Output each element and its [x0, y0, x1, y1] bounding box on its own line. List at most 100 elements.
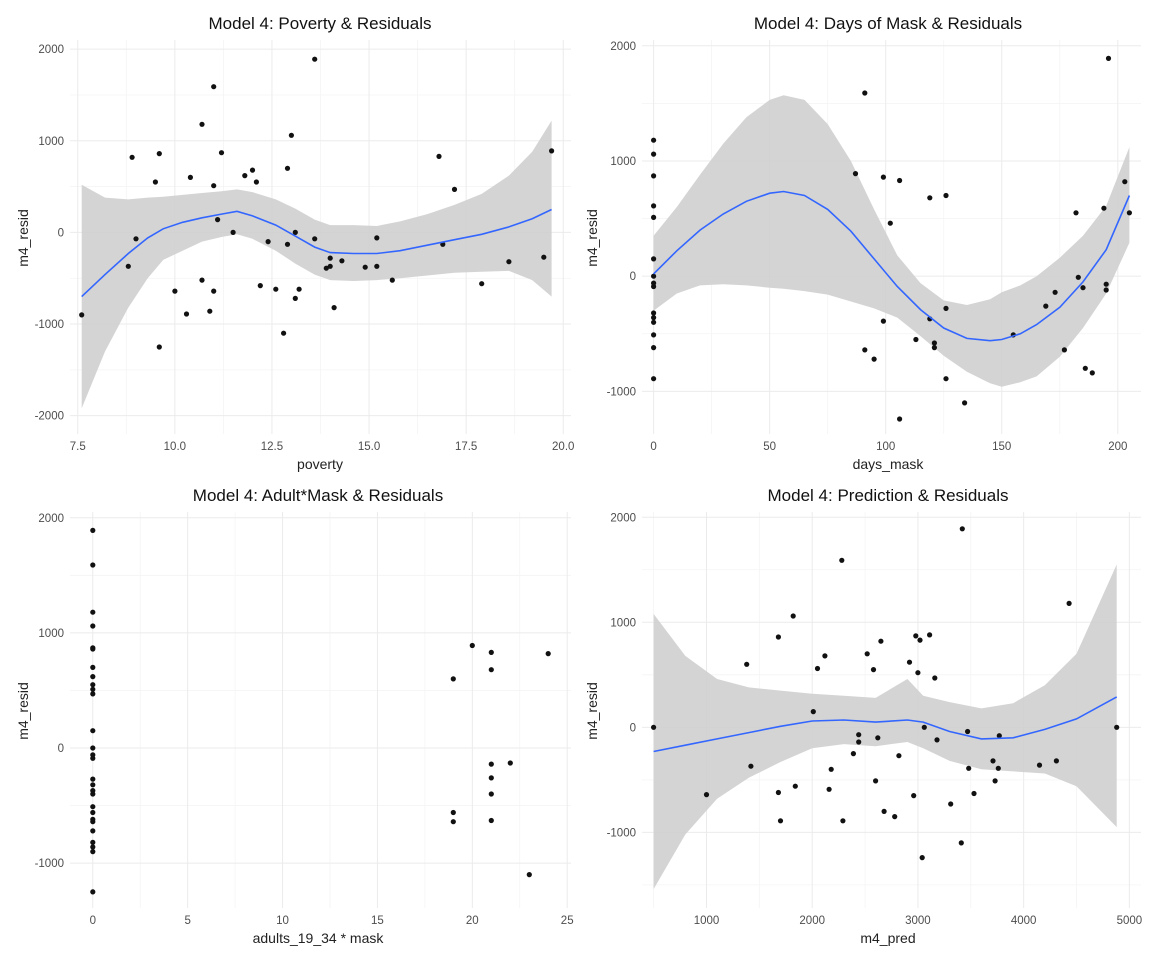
data-point	[90, 562, 96, 568]
data-point	[284, 165, 291, 171]
data-point	[917, 637, 923, 643]
data-point	[90, 809, 96, 816]
data-point	[875, 735, 881, 741]
y-tick-label: -2000	[35, 411, 64, 423]
data-point	[90, 527, 96, 534]
x-tick-label: 15.0	[358, 441, 380, 453]
data-point	[249, 167, 256, 173]
data-point	[292, 295, 298, 301]
data-point	[90, 646, 96, 652]
data-point	[331, 305, 337, 311]
data-point	[777, 818, 784, 824]
data-point	[651, 283, 657, 290]
data-point	[90, 804, 96, 810]
confidence-ribbon	[81, 120, 552, 409]
y-tick-label: 0	[58, 227, 64, 239]
data-point	[451, 186, 458, 192]
data-point	[850, 751, 857, 757]
data-points	[651, 526, 1120, 861]
data-point	[284, 241, 291, 247]
data-point	[651, 173, 657, 179]
x-tick-label: 5000	[1117, 915, 1143, 927]
data-point	[257, 283, 263, 289]
data-point	[651, 137, 657, 143]
x-tick-label: 3000	[905, 915, 931, 927]
x-tick-label: 7.5	[70, 441, 86, 453]
data-point	[897, 416, 903, 422]
data-point	[545, 651, 551, 657]
data-point	[506, 259, 512, 265]
x-tick-label: 200	[1108, 441, 1127, 453]
data-point	[651, 310, 657, 316]
data-point	[1105, 55, 1112, 62]
data-point	[913, 633, 919, 639]
y-tick-label: -1000	[607, 386, 636, 398]
data-point	[296, 286, 302, 292]
x-tick-label: 100	[876, 441, 895, 453]
data-point	[1073, 210, 1079, 216]
data-point	[479, 281, 485, 287]
data-point	[792, 783, 798, 789]
y-tick-label: 2000	[38, 513, 64, 525]
y-tick-label: 2000	[610, 41, 636, 53]
data-point	[218, 150, 225, 156]
data-point	[90, 889, 96, 895]
data-point	[958, 840, 964, 846]
data-point	[703, 792, 710, 798]
data-point	[1103, 287, 1109, 293]
x-axis-title: adults_19_34 * mask	[253, 930, 385, 946]
data-point	[90, 839, 96, 846]
data-point	[90, 819, 96, 825]
y-tick-label: -1000	[35, 858, 64, 870]
data-point	[839, 557, 845, 563]
data-point	[852, 171, 859, 177]
loess-smooth-line	[653, 190, 1131, 342]
data-point	[90, 844, 96, 850]
data-point	[507, 760, 513, 766]
data-point	[1061, 347, 1067, 353]
data-point	[90, 776, 96, 782]
data-point	[327, 263, 333, 269]
data-point	[1082, 365, 1088, 371]
y-tick-label: 1000	[38, 136, 64, 148]
data-point	[992, 778, 998, 784]
data-point	[152, 179, 158, 185]
data-point	[90, 691, 96, 697]
data-point	[90, 849, 96, 855]
data-point	[1053, 758, 1059, 764]
data-point	[541, 254, 547, 260]
data-point	[1089, 370, 1095, 376]
data-point	[948, 801, 954, 807]
data-point	[919, 855, 925, 861]
data-point	[856, 732, 862, 738]
data-point	[488, 667, 494, 673]
data-point	[911, 793, 917, 799]
data-point	[775, 634, 782, 640]
data-point	[943, 376, 949, 382]
data-point	[871, 356, 877, 362]
panel-adult-mask-residuals: Model 4: Adult*Mask & Residuals adults_1…	[15, 486, 574, 946]
data-point	[651, 203, 657, 209]
panel-title: Model 4: Days of Mask & Residuals	[754, 14, 1022, 33]
data-point	[887, 220, 893, 226]
data-point	[934, 737, 940, 743]
data-point	[273, 286, 279, 292]
data-point	[187, 174, 193, 180]
data-point	[966, 765, 972, 771]
data-point	[651, 332, 657, 338]
y-tick-label: 0	[630, 271, 636, 283]
data-point	[362, 264, 368, 270]
data-point	[651, 214, 657, 220]
data-point	[90, 686, 96, 692]
panel-poverty-residuals: Model 4: Poverty & Residuals poverty m4_…	[15, 14, 574, 472]
x-tick-label: 10.0	[164, 441, 186, 453]
data-point	[826, 786, 832, 792]
y-tick-label: 1000	[610, 617, 636, 629]
data-point	[1036, 762, 1043, 768]
y-axis-title: m4_resid	[15, 209, 31, 267]
data-point	[90, 728, 96, 734]
minor-grid	[70, 512, 571, 908]
data-point	[488, 649, 494, 656]
data-point	[312, 56, 318, 62]
data-point	[840, 818, 846, 824]
